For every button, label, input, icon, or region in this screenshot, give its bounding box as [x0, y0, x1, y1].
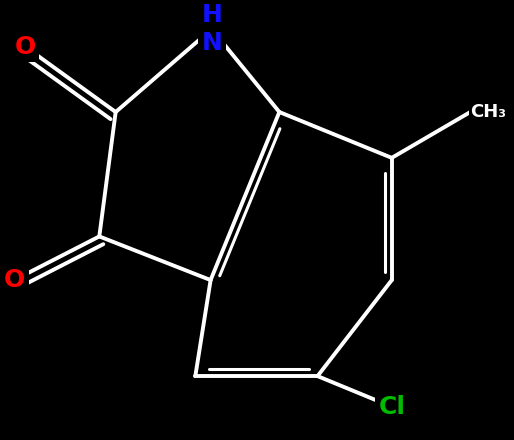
Text: CH₃: CH₃ [470, 103, 506, 121]
Text: O: O [14, 35, 36, 59]
Text: O: O [4, 268, 25, 292]
Text: H
N: H N [201, 3, 222, 55]
Text: Cl: Cl [378, 395, 405, 419]
